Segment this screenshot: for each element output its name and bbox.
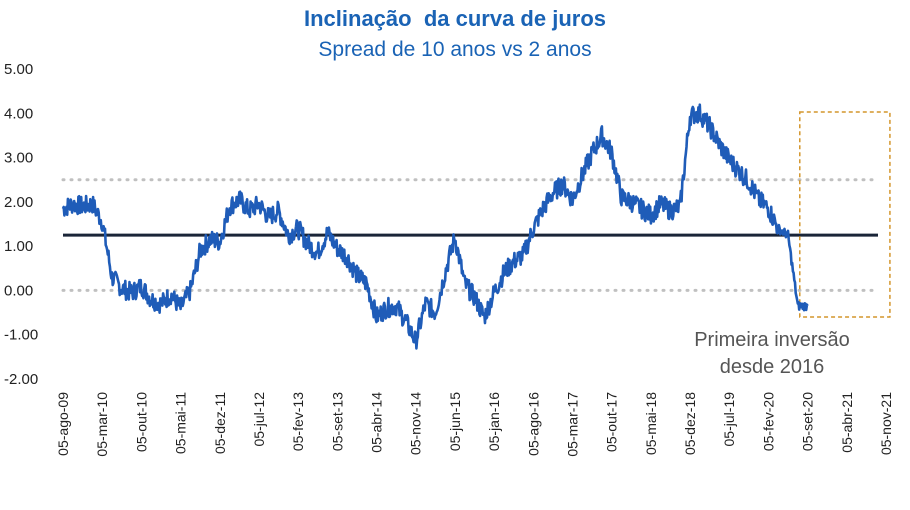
x-tick-label: 05-fev-20: [760, 392, 776, 451]
x-tick-label: 05-jan-16: [486, 392, 502, 451]
x-axis-ticks: 05-ago-09 05-mar-10 05-out-10 05-mai-11 05-d…: [55, 392, 894, 457]
y-tick-label: -2.00: [4, 371, 38, 388]
y-tick-label: -1.00: [4, 327, 38, 344]
x-tick-label: 05-jun-15: [447, 392, 463, 451]
x-tick-label: 05-ago-16: [525, 392, 541, 456]
y-tick-label: 0.00: [4, 282, 33, 299]
x-tick-label: 05-set-13: [329, 392, 345, 451]
y-axis-ticks: 5.00 4.00 3.00 2.00 1.00 0.00 -1.00 -2.00: [4, 61, 38, 388]
x-tick-label: 05-dez-18: [682, 392, 698, 455]
y-tick-label: 1.00: [4, 238, 33, 255]
x-tick-label: 05-out-10: [133, 392, 149, 452]
x-tick-label: 05-mai-18: [643, 392, 659, 455]
y-tick-label: 4.00: [4, 105, 33, 122]
x-tick-label: 05-mar-17: [564, 392, 580, 457]
y-tick-label: 5.00: [4, 61, 33, 78]
annotation-line-2: desde 2016: [720, 356, 825, 378]
x-tick-label: 05-set-20: [800, 392, 816, 451]
annotation-group: Primeira inversão desde 2016: [694, 329, 850, 378]
annotation-line-1: Primeira inversão: [694, 329, 850, 351]
x-tick-label: 05-nov-21: [878, 392, 894, 455]
x-tick-label: 05-dez-11: [212, 392, 228, 454]
x-tick-label: 05-abr-21: [839, 392, 855, 453]
x-tick-label: 05-out-17: [604, 392, 620, 452]
x-tick-label: 05-mai-11: [173, 392, 189, 454]
chart-subtitle: Spread de 10 anos vs 2 anos: [318, 38, 592, 61]
x-tick-label: 05-jul-12: [251, 392, 267, 447]
series-line-0: [61, 103, 809, 350]
x-tick-label: 05-mar-10: [94, 392, 110, 457]
highlight-box-group: [799, 111, 891, 318]
x-tick-label: 05-jul-19: [721, 392, 737, 447]
chart-title: Inclinação da curva de juros: [304, 6, 606, 31]
x-tick-label: 05-ago-09: [55, 392, 71, 456]
x-tick-label: 05-nov-14: [408, 392, 424, 455]
y-tick-label: 3.00: [4, 150, 33, 167]
highlight-box: [799, 111, 891, 318]
x-tick-label: 05-abr-14: [369, 392, 385, 453]
x-tick-label: 05-fev-13: [290, 392, 306, 451]
series-group: [61, 103, 809, 350]
y-tick-label: 2.00: [4, 194, 33, 211]
